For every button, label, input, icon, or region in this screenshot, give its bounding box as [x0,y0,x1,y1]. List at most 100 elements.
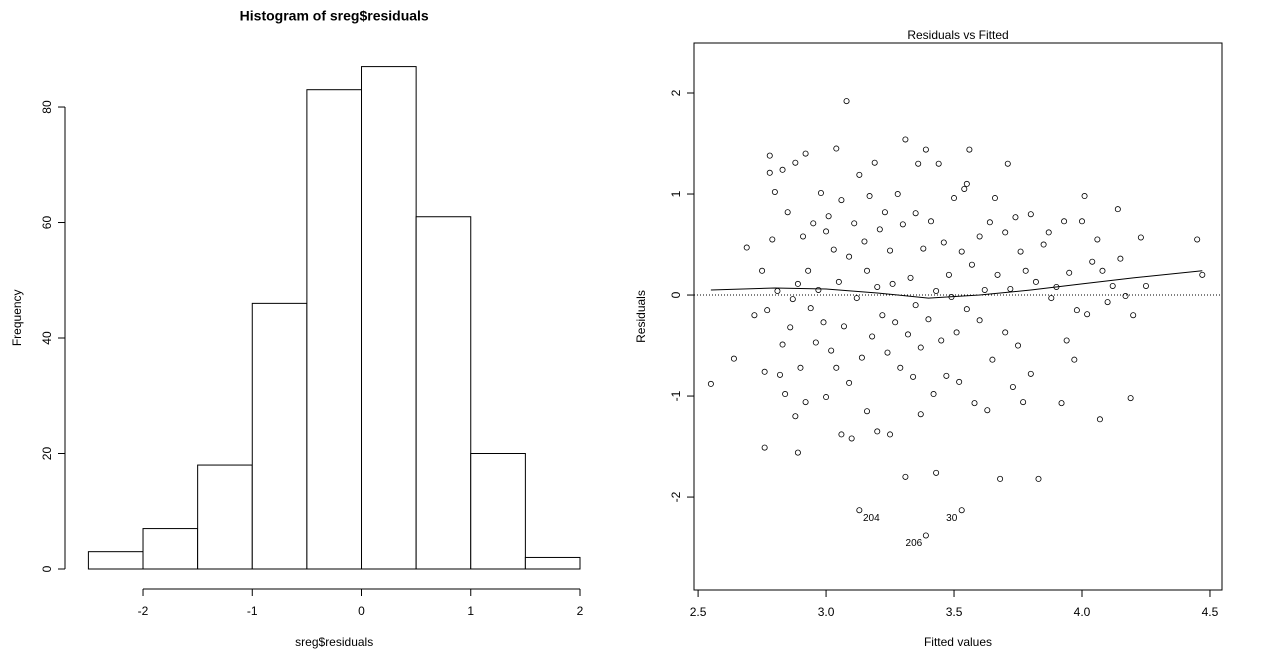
point [823,228,830,235]
point [951,195,958,202]
bar [361,66,417,570]
bar [470,453,526,570]
point [779,341,786,348]
point [864,408,871,415]
point [830,246,837,253]
point [1104,299,1111,306]
point [1096,416,1103,423]
point [956,378,963,385]
point [1073,307,1080,314]
point [759,267,766,274]
point [743,244,750,251]
point [968,261,975,268]
y-axis-label: Residuals [634,290,648,343]
point [897,364,904,371]
point [856,171,863,178]
y-tick-label: 40 [40,331,54,345]
point [751,312,758,319]
bar [306,89,363,570]
point [963,180,970,187]
point [784,209,791,216]
point [994,271,1001,278]
point [1002,229,1009,236]
point [1007,285,1014,292]
point [776,371,783,378]
point [917,411,924,418]
point [730,355,737,362]
point [1002,329,1009,336]
point [933,287,940,294]
bar [415,216,472,570]
point [866,193,873,200]
point [904,331,911,338]
point [812,339,819,346]
point [1004,160,1011,167]
x-tick-label: 3.5 [946,605,963,619]
point [1199,271,1206,278]
bar [142,528,199,570]
point [815,286,822,293]
point [802,150,809,157]
point [766,169,773,176]
y-tick-label: 2 [669,89,683,96]
point [1127,395,1134,402]
point [887,431,894,438]
point [997,475,1004,482]
point [894,191,901,198]
point [991,195,998,202]
point [1048,295,1055,302]
y-axis-label: Frequency [10,289,24,346]
point [1130,312,1137,319]
point [912,302,919,309]
point [858,354,865,361]
point [851,220,858,227]
point [1099,267,1106,274]
point [940,239,947,246]
x-axis-label: sreg$residuals [295,635,373,649]
point [766,152,773,159]
point-label: 206 [906,538,923,549]
point [838,197,845,204]
point [874,283,881,290]
plot-frame [693,42,1223,591]
point [861,238,868,245]
point [869,333,876,340]
point [917,344,924,351]
x-tick-label: 1 [467,604,474,618]
point-label: 204 [863,513,880,524]
point [879,312,886,319]
point [986,219,993,226]
point [797,364,804,371]
point [953,329,960,336]
point [1089,258,1096,265]
point [1066,269,1073,276]
point [800,233,807,240]
point [961,185,968,192]
point [1137,234,1144,241]
point-label: 30 [946,513,958,524]
point [889,280,896,287]
point [922,532,929,539]
x-tick-label: -2 [138,604,149,618]
point [981,286,988,293]
point [892,319,899,326]
x-tick-label: 0 [358,604,365,618]
point [779,166,786,173]
point [774,287,781,294]
chart-title: Histogram of sreg$residuals [240,8,429,24]
point [782,391,789,398]
point [958,507,965,514]
point [989,356,996,363]
point [835,278,842,285]
point [902,136,909,143]
y-tick-label: 80 [40,100,54,114]
point [976,317,983,324]
bar [251,302,308,570]
point [761,368,768,375]
point [1081,193,1088,200]
point [840,323,847,330]
y-tick-label: -2 [669,491,683,502]
point [920,245,927,252]
point [1009,383,1016,390]
